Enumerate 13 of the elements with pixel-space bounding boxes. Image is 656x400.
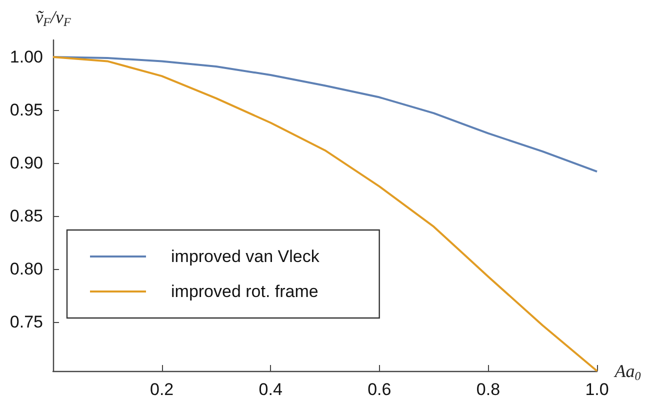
x-tick-label: 0.2 <box>150 380 174 399</box>
y-tick-label: 0.75 <box>10 312 43 332</box>
x-tick-label: 0.8 <box>476 380 500 399</box>
x-tick-label: 1.0 <box>585 380 609 399</box>
y-tick-label: 1.00 <box>10 47 43 66</box>
y-tick-label: 0.85 <box>10 206 43 226</box>
y-tick-label: 0.90 <box>10 154 43 173</box>
legend-label: improved rot. frame <box>171 282 318 301</box>
y-tick-label: 0.95 <box>10 100 43 120</box>
x-tick-label: 0.4 <box>258 380 282 399</box>
y-tick-label: 0.80 <box>10 260 43 279</box>
legend-label: improved van Vleck <box>171 247 320 266</box>
x-tick-label: 0.6 <box>368 380 392 399</box>
